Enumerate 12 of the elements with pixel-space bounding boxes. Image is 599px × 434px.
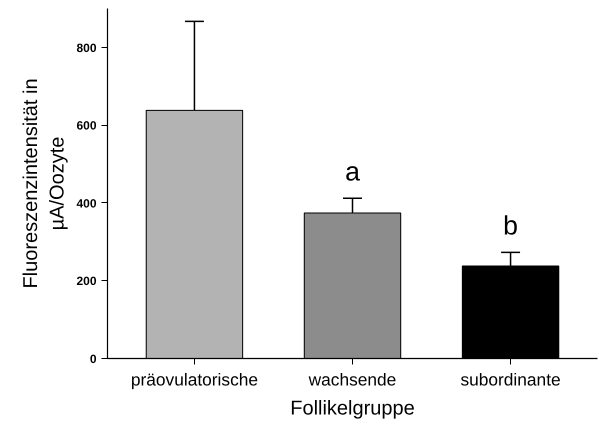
x-tick-label: subordinante	[460, 370, 561, 390]
y-tick-label: 400	[76, 196, 97, 210]
y-tick-label: 600	[76, 118, 97, 133]
y-tick-label: 200	[76, 274, 97, 288]
y-tick-label: 0	[90, 352, 97, 366]
x-axis-title: Follikelgruppe	[290, 398, 415, 420]
x-tick-label: wachsende	[308, 370, 396, 390]
y-axis-title: Fluoreszenzintensität in µA/Oozyte	[20, 78, 68, 289]
y-tick-label: 800	[76, 40, 97, 55]
annotation: b	[503, 210, 518, 240]
x-tick-label: präovulatorische	[130, 370, 258, 390]
annotation: a	[345, 156, 360, 186]
